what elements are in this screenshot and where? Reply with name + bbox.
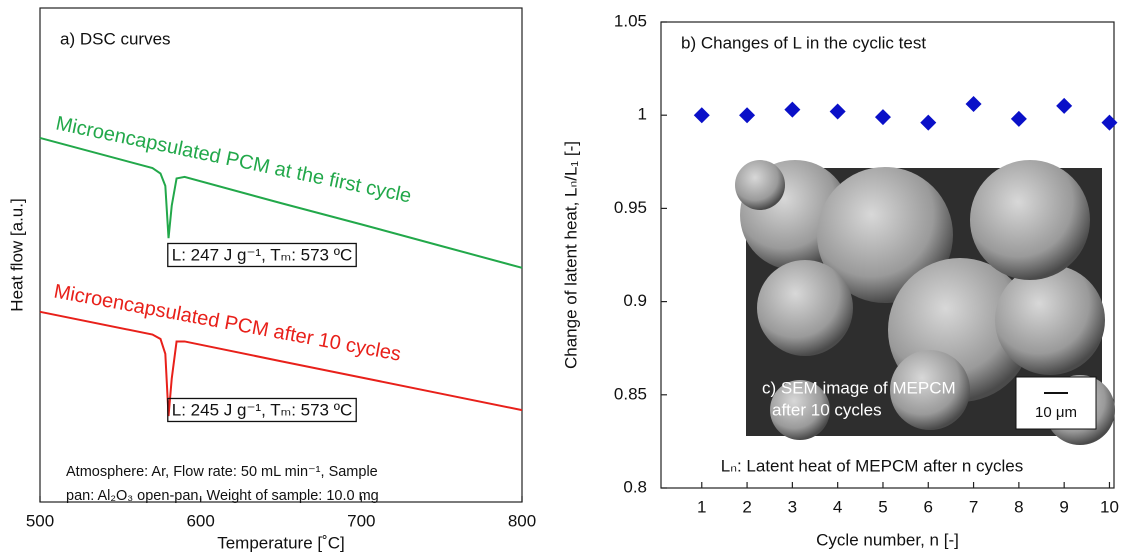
sem-particle [995, 265, 1105, 375]
point [694, 107, 710, 123]
x-tick-label: 2 [742, 497, 751, 516]
y-tick-label: 1 [638, 105, 647, 124]
x-tick-label: 9 [1059, 497, 1068, 516]
x-tick-label: 700 [347, 511, 375, 530]
point [830, 103, 846, 119]
panel-title: b) Changes of L in the cyclic test [681, 33, 926, 52]
x-axis-label: Temperature [˚C] [217, 533, 345, 552]
point [920, 115, 936, 131]
x-tick-label: 500 [26, 511, 54, 530]
footnote: Lₙ: Latent heat of MEPCM after n cycles [721, 456, 1024, 475]
x-tick-label: 3 [788, 497, 797, 516]
x-tick-label: 5 [878, 497, 887, 516]
inset-label: c) SEM image of MEPCM [762, 378, 956, 397]
x-tick-label: 6 [924, 497, 933, 516]
annotation: L: 247 J g⁻¹, Tₘ: 573 ºC [172, 245, 352, 264]
x-tick-label: 600 [186, 511, 214, 530]
note: Atmosphere: Ar, Flow rate: 50 mL min⁻¹, … [66, 464, 378, 480]
curve-label: Microencapsulated PCM after 10 cycles [52, 280, 403, 365]
annotation: L: 245 J g⁻¹, Tₘ: 573 ºC [172, 400, 352, 419]
figure: 500 600 700 800 Temperature [˚C] Heat flow [a… [0, 0, 1126, 556]
point [1011, 111, 1027, 127]
y-tick-label: 0.9 [623, 291, 647, 310]
y-tick-label: 1.05 [614, 11, 647, 30]
y-axis-label: Change of latent heat, Lₙ/L₁ [-] [561, 141, 580, 369]
x-tick-label: 1 [697, 497, 706, 516]
note: pan: Al₂O₃ open-pan, Weight of sample: 1… [66, 488, 379, 504]
y-tick-label: 0.85 [614, 384, 647, 403]
y-axis-label: Heat flow [a.u.] [7, 198, 26, 311]
x-tick-label: 800 [508, 511, 536, 530]
y-tick-label: 0.95 [614, 198, 647, 217]
point [875, 109, 891, 125]
sem-particle [970, 160, 1090, 280]
point [1101, 115, 1117, 131]
y-tick-label: 0.8 [623, 477, 647, 496]
inset-label: after 10 cycles [772, 400, 882, 419]
panel-title: a) DSC curves [60, 29, 171, 48]
sem-particle [735, 160, 785, 210]
x-axis-label: Cycle number, n [-] [816, 530, 959, 549]
sem-particle [757, 260, 853, 356]
x-tick-label: 10 [1100, 497, 1119, 516]
point [1056, 98, 1072, 114]
point [784, 102, 800, 118]
curve-label: Microencapsulated PCM at the first cycle [54, 113, 413, 208]
x-tick-label: 8 [1014, 497, 1023, 516]
point [739, 107, 755, 123]
x-tick-label: 4 [833, 497, 842, 516]
point [966, 96, 982, 112]
x-tick-label: 7 [969, 497, 978, 516]
scale-bar-label: 10 μm [1035, 404, 1077, 421]
